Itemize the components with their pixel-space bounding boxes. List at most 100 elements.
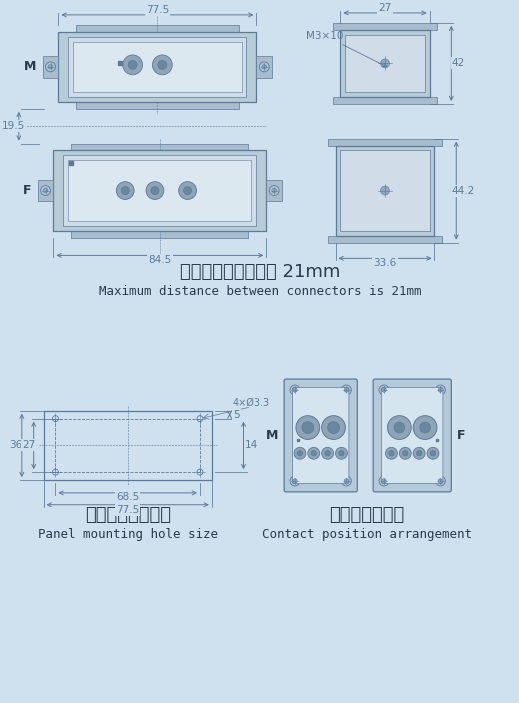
Bar — [333, 97, 438, 104]
FancyBboxPatch shape — [373, 379, 452, 492]
Circle shape — [344, 479, 349, 483]
Text: 接触面孔位排布: 接触面孔位排布 — [330, 505, 405, 524]
Circle shape — [311, 451, 317, 456]
Text: 4×Ø3.3: 4×Ø3.3 — [233, 398, 270, 408]
Circle shape — [394, 423, 405, 433]
Circle shape — [389, 451, 394, 456]
Circle shape — [344, 388, 349, 392]
Text: 接插体之间最大距离 21mm: 接插体之间最大距离 21mm — [180, 263, 340, 281]
Bar — [333, 22, 438, 30]
Bar — [38, 180, 53, 202]
Circle shape — [438, 479, 443, 483]
Circle shape — [123, 55, 143, 75]
Bar — [340, 30, 430, 97]
Circle shape — [375, 53, 395, 73]
Bar — [76, 25, 239, 32]
Text: 68.5: 68.5 — [116, 492, 139, 502]
Text: 84.5: 84.5 — [148, 255, 171, 265]
FancyBboxPatch shape — [381, 387, 443, 484]
Circle shape — [379, 385, 389, 395]
Circle shape — [153, 55, 172, 75]
Circle shape — [308, 447, 320, 459]
Text: Panel mounting hole size: Panel mounting hole size — [38, 528, 217, 541]
Circle shape — [322, 447, 334, 459]
Text: M3×10: M3×10 — [306, 31, 387, 67]
Bar — [71, 143, 249, 150]
Circle shape — [413, 447, 425, 459]
Bar — [346, 34, 425, 92]
Text: F: F — [457, 429, 466, 442]
Circle shape — [269, 186, 279, 195]
Bar — [63, 155, 256, 226]
Bar — [59, 32, 256, 102]
Circle shape — [339, 451, 344, 456]
Circle shape — [260, 62, 269, 72]
Text: 77.5: 77.5 — [116, 505, 139, 515]
Circle shape — [146, 181, 164, 200]
Circle shape — [294, 447, 306, 459]
Text: Maximum distance between connectors is 21mm: Maximum distance between connectors is 2… — [99, 285, 421, 299]
Bar — [69, 160, 251, 221]
Circle shape — [342, 385, 351, 395]
Circle shape — [380, 186, 389, 195]
Text: 36: 36 — [9, 440, 22, 451]
Circle shape — [386, 447, 398, 459]
Circle shape — [293, 388, 297, 392]
Circle shape — [290, 476, 300, 486]
Circle shape — [413, 415, 437, 439]
FancyBboxPatch shape — [284, 379, 357, 492]
Circle shape — [435, 385, 445, 395]
Circle shape — [427, 447, 439, 459]
Bar — [76, 102, 239, 109]
Circle shape — [399, 447, 411, 459]
Circle shape — [179, 181, 197, 200]
Text: M: M — [266, 429, 278, 442]
Bar — [71, 231, 249, 238]
Circle shape — [375, 181, 395, 200]
Circle shape — [297, 451, 303, 456]
Circle shape — [403, 451, 408, 456]
Bar — [327, 138, 442, 146]
Circle shape — [379, 476, 389, 486]
Text: 5: 5 — [233, 410, 240, 420]
Circle shape — [293, 479, 297, 483]
Circle shape — [438, 388, 443, 392]
Circle shape — [342, 476, 351, 486]
Circle shape — [184, 186, 192, 195]
Text: 14: 14 — [245, 440, 258, 451]
Text: 面板安装开孔尺峼: 面板安装开孔尺峼 — [85, 505, 171, 524]
Circle shape — [335, 447, 347, 459]
Bar — [256, 56, 272, 78]
Text: 33.6: 33.6 — [373, 258, 397, 269]
Circle shape — [380, 59, 389, 68]
Bar — [69, 37, 247, 97]
Circle shape — [302, 422, 314, 434]
Circle shape — [44, 188, 48, 193]
Circle shape — [382, 479, 386, 483]
Circle shape — [327, 422, 339, 434]
Circle shape — [296, 415, 320, 439]
Circle shape — [290, 385, 300, 395]
Text: 27: 27 — [22, 440, 35, 451]
Bar — [266, 180, 282, 202]
Circle shape — [388, 415, 411, 439]
Text: 27: 27 — [378, 3, 392, 13]
Circle shape — [420, 423, 430, 433]
Text: M: M — [24, 60, 37, 73]
Circle shape — [435, 476, 445, 486]
Circle shape — [416, 451, 422, 456]
Circle shape — [46, 62, 56, 72]
Bar — [53, 150, 266, 231]
Circle shape — [151, 186, 159, 195]
Circle shape — [158, 60, 167, 70]
Text: 44.2: 44.2 — [452, 186, 475, 195]
Text: 77.5: 77.5 — [146, 5, 169, 15]
Circle shape — [121, 186, 129, 195]
Circle shape — [48, 65, 53, 69]
Bar — [44, 411, 212, 480]
Text: 42: 42 — [452, 58, 465, 68]
Bar — [335, 146, 434, 236]
Circle shape — [382, 388, 386, 392]
Circle shape — [325, 451, 330, 456]
Circle shape — [40, 186, 50, 195]
